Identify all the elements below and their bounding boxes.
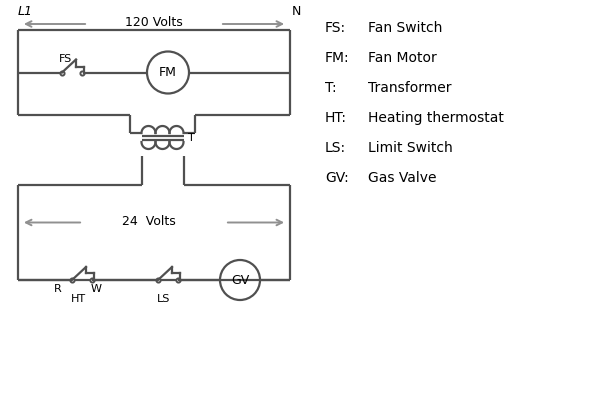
Text: FM:: FM: [325, 51, 350, 65]
Text: GV: GV [231, 274, 249, 286]
Text: T: T [188, 133, 194, 143]
Text: Fan Motor: Fan Motor [368, 51, 437, 65]
Text: Limit Switch: Limit Switch [368, 141, 453, 155]
Text: GV:: GV: [325, 171, 349, 185]
Text: HT:: HT: [325, 111, 347, 125]
Text: LS: LS [158, 294, 171, 304]
Text: 120 Volts: 120 Volts [125, 16, 183, 30]
Text: LS:: LS: [325, 141, 346, 155]
Text: T:: T: [325, 81, 337, 95]
Text: N: N [292, 5, 301, 18]
Text: 24  Volts: 24 Volts [122, 215, 176, 228]
Text: W: W [90, 284, 101, 294]
Text: R: R [54, 284, 62, 294]
Text: Fan Switch: Fan Switch [368, 21, 442, 35]
Text: Heating thermostat: Heating thermostat [368, 111, 504, 125]
Text: FS: FS [60, 54, 73, 64]
Text: FM: FM [159, 66, 177, 79]
Text: L1: L1 [18, 5, 33, 18]
Text: Transformer: Transformer [368, 81, 451, 95]
Text: FS:: FS: [325, 21, 346, 35]
Text: Gas Valve: Gas Valve [368, 171, 437, 185]
Text: HT: HT [70, 294, 86, 304]
